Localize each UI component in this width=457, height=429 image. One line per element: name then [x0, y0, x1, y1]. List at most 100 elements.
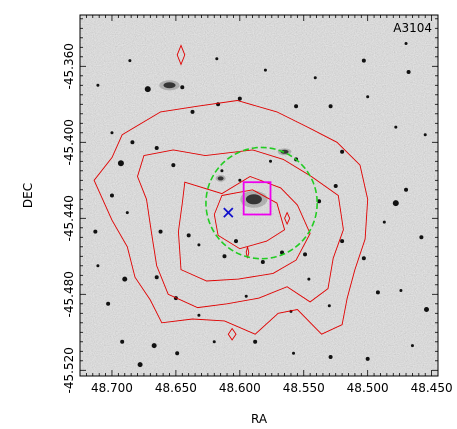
star — [122, 276, 128, 282]
star — [340, 149, 345, 154]
x-tick-label: 48.500 — [347, 381, 389, 395]
star — [419, 235, 424, 240]
star — [328, 355, 333, 359]
star — [303, 252, 308, 257]
star — [238, 178, 242, 182]
star — [125, 211, 129, 215]
galaxy — [163, 82, 176, 89]
star — [220, 169, 224, 173]
contour-level-1 — [284, 211, 291, 226]
star — [233, 239, 238, 244]
star — [180, 85, 185, 90]
y-axis-ticks: -45.360 -45.400 -45.440 -45.480 -45.520 — [62, 18, 438, 393]
star — [154, 146, 159, 150]
star — [292, 351, 296, 355]
y-tick-label: -45.440 — [62, 195, 76, 241]
galaxy-halo — [215, 175, 226, 182]
star — [361, 58, 366, 63]
star — [197, 243, 201, 247]
y-tick-label: -45.360 — [62, 43, 76, 89]
star — [307, 277, 311, 281]
x-tick-label: 48.600 — [219, 381, 261, 395]
star — [151, 343, 157, 349]
overlays — [205, 146, 318, 260]
star — [280, 250, 285, 255]
star — [328, 104, 333, 109]
star — [317, 199, 322, 204]
star — [212, 340, 216, 344]
x-axis-ticks: 48.700 48.650 48.600 48.550 48.500 48.450 — [79, 15, 453, 395]
star — [410, 344, 414, 348]
star — [215, 57, 219, 61]
star — [186, 233, 191, 238]
star — [423, 133, 427, 137]
star — [260, 260, 265, 264]
star — [253, 339, 258, 344]
contour-level-1 — [176, 44, 186, 66]
star — [106, 301, 111, 306]
star — [366, 95, 370, 99]
star — [365, 356, 370, 361]
x-tick-label: 48.550 — [283, 381, 325, 395]
r500-circle — [205, 146, 318, 260]
star — [128, 59, 132, 63]
star — [222, 254, 227, 259]
star — [117, 160, 124, 167]
image-sources — [93, 42, 429, 368]
star — [137, 362, 143, 368]
star — [130, 140, 135, 145]
contour-level-2 — [137, 149, 344, 309]
star — [423, 307, 429, 312]
star — [327, 304, 331, 308]
galaxy — [217, 176, 224, 181]
contour-level-4 — [213, 189, 286, 250]
star — [190, 109, 195, 114]
star — [96, 264, 100, 268]
star — [394, 125, 398, 129]
star — [158, 229, 163, 234]
contour-level-1 — [245, 246, 250, 259]
x-axis-label: RA — [251, 412, 268, 426]
star — [110, 131, 114, 135]
star — [406, 70, 411, 74]
star — [144, 86, 151, 93]
star — [263, 68, 267, 72]
galaxy-halo — [159, 80, 180, 91]
star — [361, 256, 366, 261]
star — [333, 184, 338, 188]
star — [392, 200, 399, 207]
contours — [93, 44, 369, 341]
star — [93, 229, 98, 234]
star — [382, 220, 386, 224]
y-tick-label: -45.480 — [62, 271, 76, 317]
star — [404, 42, 408, 45]
bcg-box — [242, 181, 272, 216]
star — [340, 239, 345, 244]
contour-level-1 — [227, 327, 237, 341]
star — [313, 76, 317, 80]
star — [244, 294, 248, 298]
contour-level-3 — [177, 176, 311, 282]
galaxy — [245, 194, 262, 205]
star — [175, 351, 180, 356]
star — [154, 275, 159, 280]
contour-level-1 — [93, 100, 369, 335]
star — [404, 187, 409, 192]
star — [375, 290, 380, 295]
cluster-label: A3104 — [393, 21, 432, 35]
star — [197, 313, 201, 317]
star — [109, 193, 114, 198]
x-tick-label: 48.700 — [91, 381, 133, 395]
star — [294, 104, 299, 109]
y-tick-label: -45.520 — [62, 347, 76, 393]
x-tick-label: 48.650 — [155, 381, 197, 395]
star — [171, 163, 176, 168]
y-tick-label: -45.400 — [62, 119, 76, 165]
x-marker-stroke-b — [223, 207, 234, 218]
galaxy-halo — [240, 190, 268, 208]
star — [120, 339, 125, 344]
y-axis-label: DEC — [21, 183, 35, 208]
x-tick-label: 48.450 — [411, 381, 453, 395]
star — [269, 159, 273, 163]
